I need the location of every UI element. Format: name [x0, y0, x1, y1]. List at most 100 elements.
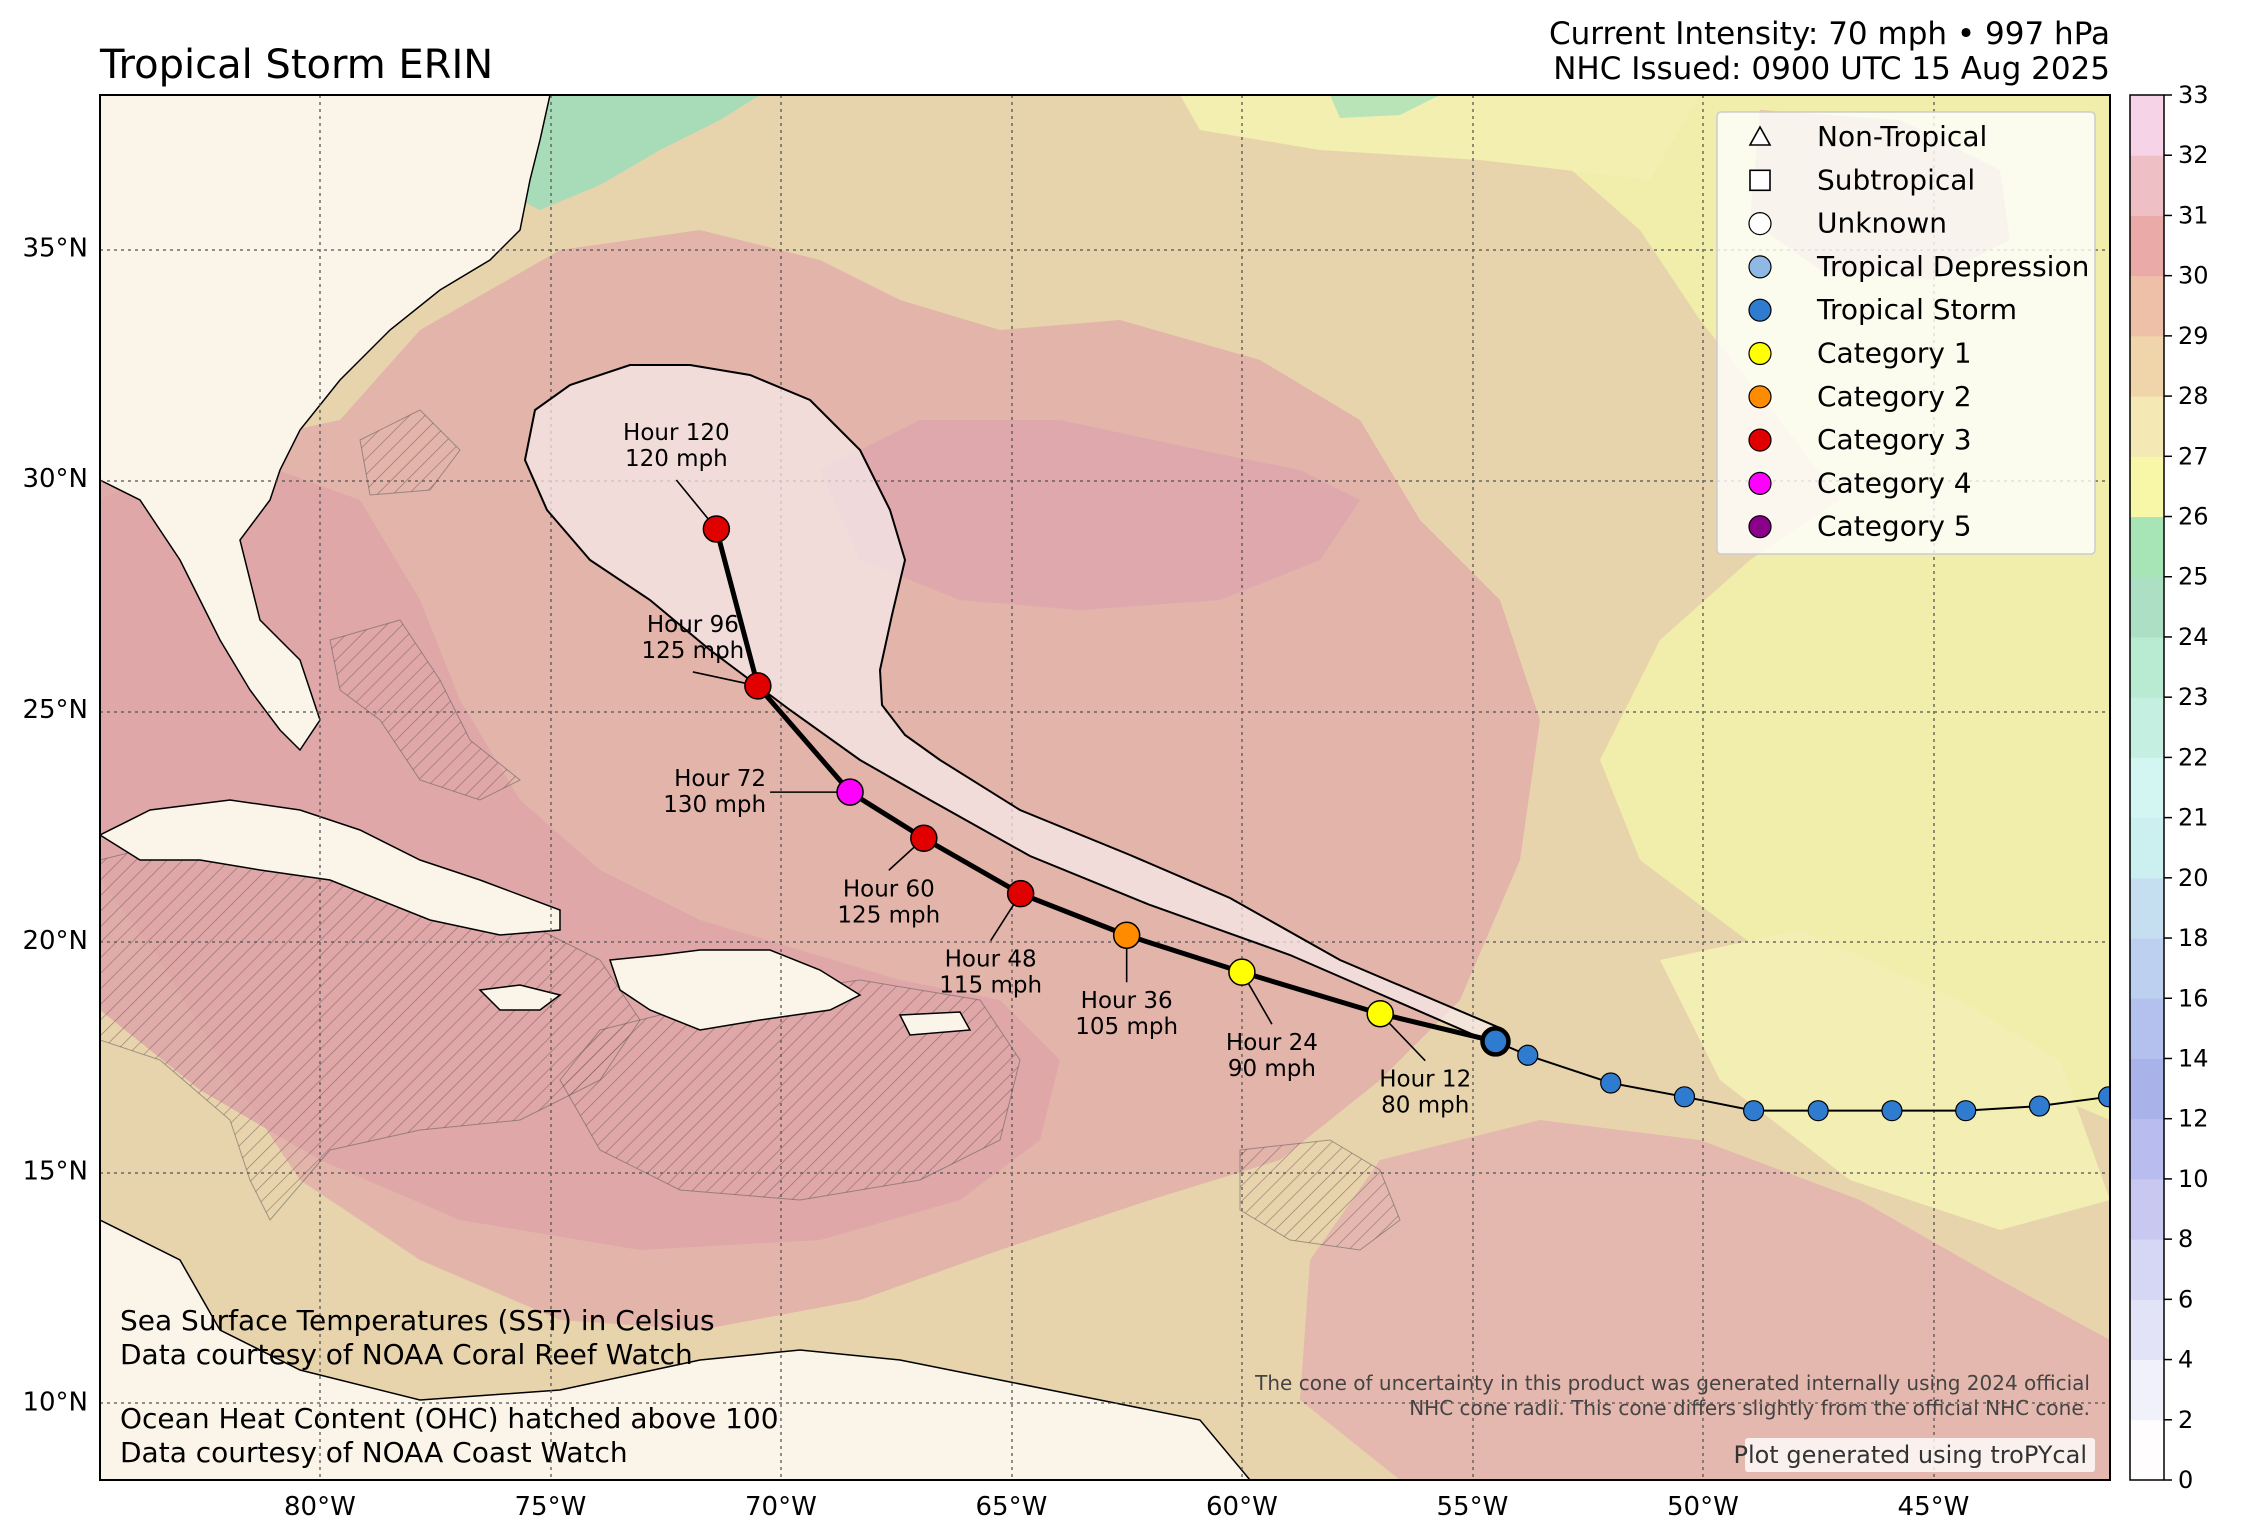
forecast-wind-label: 125 mph	[641, 638, 744, 664]
forecast-hour-label: Hour 96	[647, 612, 739, 638]
colorbar-cell	[2130, 335, 2164, 397]
cone-of-uncertainty	[523, 364, 1502, 1047]
forecast-wind-label: 90 mph	[1228, 1056, 1316, 1082]
latitude-label: 35°N	[22, 233, 88, 263]
longitude-label: 50°W	[1667, 1492, 1739, 1522]
forecast-hour-label: Hour 36	[1081, 988, 1173, 1014]
forecast-point-hour-120	[702, 515, 731, 543]
legend-item-unknown: Unknown	[1748, 207, 1947, 240]
longitude-label: 65°W	[976, 1492, 1048, 1522]
longitude-label: 80°W	[284, 1492, 356, 1522]
legend: Non-Tropical Subtropical Unknown Tropical D…	[1716, 111, 2096, 555]
map-frame	[99, 94, 2111, 1481]
legend-item-category-5: Category 5	[1748, 510, 1972, 543]
past-track-point	[1517, 1044, 1539, 1066]
forecast-point-hour-36	[1112, 921, 1141, 949]
past-track-point	[2098, 1086, 2110, 1108]
past-track-point	[1881, 1100, 1903, 1122]
forecast-wind-label: 105 mph	[1075, 1014, 1178, 1040]
latitude-label: 20°N	[22, 926, 88, 956]
forecast-hour-label: Hour 60	[843, 876, 935, 902]
longitude-label: 60°W	[1206, 1492, 1278, 1522]
colorbar-tick-label: 26	[2178, 503, 2209, 531]
legend-item-tropical-depression: Tropical Depression	[1748, 250, 2089, 283]
colorbar-tick-label: 30	[2178, 262, 2209, 290]
credit-box	[1745, 1438, 2095, 1472]
colorbar-tick-label: 27	[2178, 442, 2209, 470]
triangle-icon	[1748, 125, 1772, 146]
land-cuba	[100, 799, 561, 936]
land-layer	[100, 95, 1251, 1480]
colorbar-tick-label: 4	[2178, 1346, 2193, 1374]
colorbar-cell	[2130, 275, 2164, 337]
storm-title: Tropical Storm ERIN	[99, 42, 493, 88]
current-position-marker	[1480, 1026, 1511, 1057]
colorbar-cell	[2130, 757, 2164, 819]
circle-icon	[1748, 385, 1772, 409]
legend-box	[1716, 111, 2096, 555]
legend-label: Category 1	[1817, 337, 1972, 370]
colorbar-cell	[2130, 215, 2164, 277]
colorbar-cell	[2130, 1419, 2164, 1481]
land-us-east-coast	[100, 95, 551, 752]
circle-icon	[1748, 471, 1772, 495]
forecast-point-hour-72	[836, 778, 864, 806]
latitude-labels: 35°N 30°N 25°N 20°N 15°N 10°N	[22, 233, 88, 1417]
current-intensity: Current Intensity: 70 mph • 997 hPa	[1549, 16, 2110, 52]
ohc-hatch-east-caribbean	[1239, 1139, 1401, 1251]
colorbar-cell	[2130, 636, 2164, 698]
colorbar-tick-label: 32	[2178, 141, 2209, 169]
legend-item-subtropical: Subtropical	[1749, 163, 1975, 196]
colorbar-cell	[2130, 1058, 2164, 1120]
sst-band-yellow-north	[1180, 95, 1700, 180]
longitude-label: 75°W	[515, 1492, 587, 1522]
colorbar-tick-label: 0	[2178, 1466, 2193, 1494]
forecast-hour-label: Hour 72	[674, 766, 766, 792]
circle-icon	[1748, 428, 1772, 452]
colorbar-tick-label: 25	[2178, 563, 2209, 591]
past-track-point	[1600, 1072, 1622, 1094]
forecast-wind-label: 115 mph	[939, 973, 1042, 999]
legend-item-tropical-storm: Tropical Storm	[1748, 293, 2017, 326]
forecast-wind-label: 80 mph	[1381, 1093, 1469, 1119]
colorbar-tick-label: 16	[2178, 984, 2209, 1012]
legend-label: Category 2	[1817, 380, 1972, 413]
forecast-points	[702, 515, 1394, 1028]
colorbar-cell	[2130, 877, 2164, 939]
colorbar-tick-label: 18	[2178, 924, 2209, 952]
past-track-point	[1955, 1100, 1977, 1122]
ohc-hatch-bahamas	[329, 619, 521, 801]
circle-icon	[1748, 341, 1772, 366]
forecast-point-hour-96	[744, 672, 772, 700]
data-notes: Sea Surface Temperatures (SST) in Celsiu…	[120, 1304, 2095, 1472]
longitude-label: 45°W	[1898, 1492, 1970, 1522]
forecast-point-hour-24	[1228, 958, 1256, 986]
latitude-label: 10°N	[22, 1388, 88, 1418]
colorbar-cell	[2130, 938, 2164, 999]
colorbar-cell	[2130, 1359, 2164, 1421]
forecast-wind-label: 125 mph	[837, 902, 940, 928]
forecast-hour-label: Hour 24	[1226, 1030, 1318, 1056]
colorbar-cell	[2130, 1118, 2164, 1180]
latitude-label: 15°N	[22, 1157, 88, 1187]
sst-pink-blob-north	[820, 420, 1360, 610]
legend-label: Tropical Storm	[1816, 293, 2017, 326]
colorbar-tick-label: 20	[2178, 864, 2209, 892]
sst-colorbar: 0246810121416182021222324252627282930313…	[2129, 81, 2209, 1494]
nhc-issued-time: NHC Issued: 0900 UTC 15 Aug 2025	[1553, 51, 2110, 87]
colorbar-tick-label: 8	[2178, 1225, 2193, 1253]
colorbar-cell	[2130, 1239, 2164, 1300]
forecast-hour-label: Hour 120	[623, 420, 730, 446]
forecast-point-hour-48	[1006, 879, 1035, 908]
colorbar-tick-label: 23	[2178, 683, 2209, 711]
colorbar-cell	[2130, 998, 2164, 1059]
land-hispaniola	[608, 949, 862, 1031]
colorbar-cell	[2130, 817, 2164, 879]
colorbar-cell	[2130, 95, 2164, 156]
square-icon	[1749, 169, 1771, 192]
sst-green-north-east	[1330, 95, 1440, 118]
longitude-label: 70°W	[745, 1492, 817, 1522]
legend-label: Category 5	[1817, 510, 1972, 543]
